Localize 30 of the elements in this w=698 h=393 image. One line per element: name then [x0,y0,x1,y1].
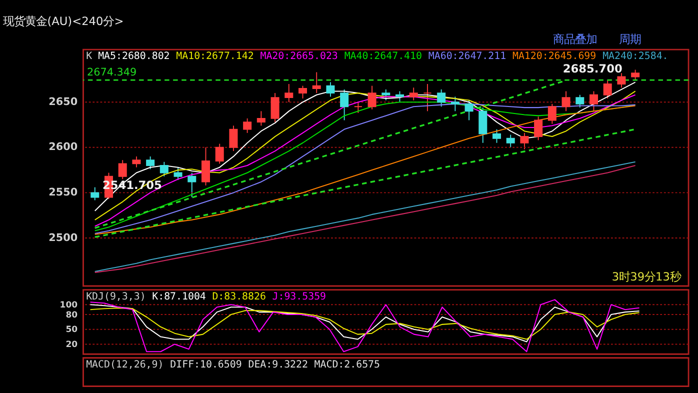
text: MACD:2.6575 [314,359,380,370]
series-label: D:83.8826 [212,291,266,302]
text: MA240:2584. [602,51,668,62]
text: MA5:2680.802 [98,51,170,62]
series-label: J:93.5359 [272,291,326,302]
text: 商品叠加 [553,32,598,46]
y-tick-label: 2550 [48,186,78,199]
annotation: 2685.700 [562,61,622,76]
text: 周期 [618,32,641,46]
text: DIFF:10.6509 [170,359,242,370]
text: MA20:2665.023 [260,51,338,62]
ref-line-label: 2674.349 [87,66,137,78]
legend-title: K [86,51,92,62]
text: MA60:2647.211 [428,51,506,62]
y-tick-label: 50 [66,325,78,336]
y-tick-label: 2500 [48,232,78,244]
legend-title: MACD(12,26,9) [86,359,164,370]
y-tick-label: 100 [60,300,78,310]
text: MA10:2677.142 [176,51,254,62]
y-tick-label: 20 [66,340,78,350]
y-tick-label: 2600 [48,141,78,154]
series-label: K:87.1004 [152,291,206,302]
legend-title: KDJ(9,3,3) [86,291,146,302]
annotation: 3时39分13秒 [612,269,681,284]
chart-title: 现货黄金(AU)<240分> [3,14,124,28]
y-tick-label: 80 [66,310,78,320]
y-tick-label: 2650 [48,96,78,108]
text: MA40:2647.410 [344,51,422,62]
text: DEA:9.3222 [248,359,308,370]
text: MA120:2645.699 [512,51,596,62]
